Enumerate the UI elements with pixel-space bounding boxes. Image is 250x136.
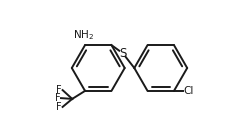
Text: Cl: Cl xyxy=(183,86,193,96)
Text: NH$_2$: NH$_2$ xyxy=(73,28,94,42)
Text: F: F xyxy=(54,93,60,103)
Text: S: S xyxy=(119,47,126,60)
Text: F: F xyxy=(56,85,62,95)
Text: F: F xyxy=(56,102,62,112)
